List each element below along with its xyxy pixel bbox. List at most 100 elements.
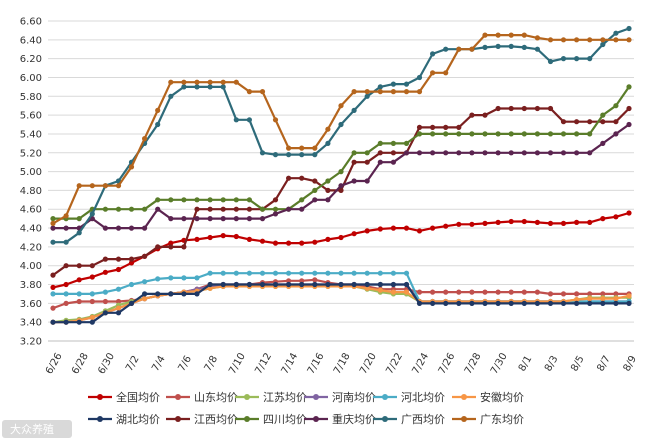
- data-point: [299, 206, 305, 212]
- data-point: [299, 240, 305, 246]
- data-point: [416, 131, 423, 137]
- data-point: [390, 225, 396, 231]
- data-point: [76, 263, 82, 269]
- data-point: [325, 126, 331, 132]
- legend-item: 山东均价: [166, 391, 238, 404]
- legend-label: 四川均价: [263, 413, 307, 426]
- data-point: [259, 206, 266, 212]
- x-tick-label: 7/6: [176, 354, 194, 373]
- data-point: [312, 197, 318, 203]
- data-point: [50, 239, 56, 245]
- data-point: [613, 214, 619, 220]
- data-point: [155, 107, 161, 113]
- data-point: [482, 150, 488, 156]
- data-point: [390, 89, 396, 95]
- data-point: [259, 238, 266, 244]
- data-point: [613, 30, 619, 36]
- data-point: [416, 74, 423, 81]
- data-point: [351, 89, 357, 95]
- x-axis: 6/26 6/28 6/30 7/2 7/4 7/6 7/8 7/10 7/12 7/14 7/16…: [44, 340, 640, 376]
- data-point: [560, 37, 567, 43]
- data-point: [338, 234, 344, 241]
- legend-swatch-marker: [382, 394, 388, 400]
- data-point: [534, 131, 541, 137]
- legend-label: 河北均价: [401, 391, 445, 404]
- data-point: [194, 291, 200, 297]
- data-point: [430, 225, 436, 231]
- data-point: [521, 150, 527, 156]
- x-tick-label: 8/9: [622, 354, 640, 373]
- data-point: [325, 197, 331, 203]
- y-tick-label: 6.20: [20, 54, 42, 65]
- data-point: [50, 225, 56, 231]
- data-point: [534, 105, 541, 112]
- data-point: [155, 121, 161, 128]
- data-point: [325, 236, 331, 242]
- data-point: [377, 84, 383, 90]
- x-tick-label: 7/10: [227, 351, 248, 376]
- data-point: [403, 270, 410, 276]
- data-point: [325, 270, 331, 276]
- y-tick-label: 5.00: [20, 167, 42, 178]
- data-point: [50, 319, 56, 325]
- data-point: [63, 300, 69, 306]
- data-point: [587, 37, 593, 43]
- data-point: [181, 216, 187, 222]
- data-point: [587, 150, 593, 156]
- y-tick-label: 6.00: [20, 73, 42, 84]
- data-point: [443, 289, 449, 295]
- data-point: [626, 300, 632, 306]
- data-point: [128, 300, 135, 306]
- x-tick-label: 7/14: [280, 351, 301, 376]
- data-point: [246, 236, 252, 242]
- data-point: [443, 150, 449, 156]
- data-point: [351, 270, 357, 276]
- y-tick-label: 5.80: [20, 92, 42, 103]
- data-point: [115, 183, 122, 189]
- data-point: [233, 206, 239, 212]
- data-point: [325, 187, 331, 193]
- data-point: [469, 150, 475, 156]
- legend-swatch-marker: [244, 416, 250, 422]
- data-point: [495, 43, 501, 50]
- data-point: [142, 206, 148, 212]
- y-tick-label: 5.20: [20, 148, 42, 159]
- legend-item: 安徽均价: [452, 390, 524, 404]
- data-point: [50, 220, 56, 226]
- data-point: [259, 216, 266, 222]
- data-point: [416, 228, 423, 234]
- data-point: [469, 131, 475, 137]
- data-point: [377, 140, 383, 146]
- data-point: [325, 178, 331, 184]
- data-point: [495, 219, 501, 225]
- data-point: [495, 105, 501, 112]
- data-point: [207, 197, 213, 203]
- data-point: [430, 131, 436, 137]
- data-point: [416, 89, 423, 95]
- x-tick-label: 7/18: [332, 351, 353, 376]
- data-point: [364, 159, 370, 165]
- x-tick-label: 7/2: [124, 354, 142, 373]
- data-point: [600, 119, 606, 125]
- data-point: [403, 150, 410, 156]
- data-point: [168, 79, 174, 85]
- data-point: [351, 281, 357, 288]
- data-point: [338, 281, 344, 288]
- legend-item: 全国均价: [88, 390, 160, 404]
- data-point: [102, 206, 108, 212]
- data-point: [560, 56, 567, 62]
- data-point: [102, 225, 108, 231]
- data-point: [416, 289, 423, 295]
- data-point: [233, 216, 239, 222]
- data-point: [194, 84, 200, 90]
- series-line: [52, 211, 630, 289]
- data-point: [181, 84, 187, 90]
- data-point: [377, 281, 383, 288]
- data-point: [272, 206, 279, 212]
- data-point: [102, 298, 108, 305]
- data-point: [102, 310, 108, 316]
- x-tick-label: 7/22: [384, 351, 405, 376]
- legend-swatch-marker: [97, 416, 103, 422]
- data-point: [587, 300, 593, 306]
- data-point: [76, 216, 82, 222]
